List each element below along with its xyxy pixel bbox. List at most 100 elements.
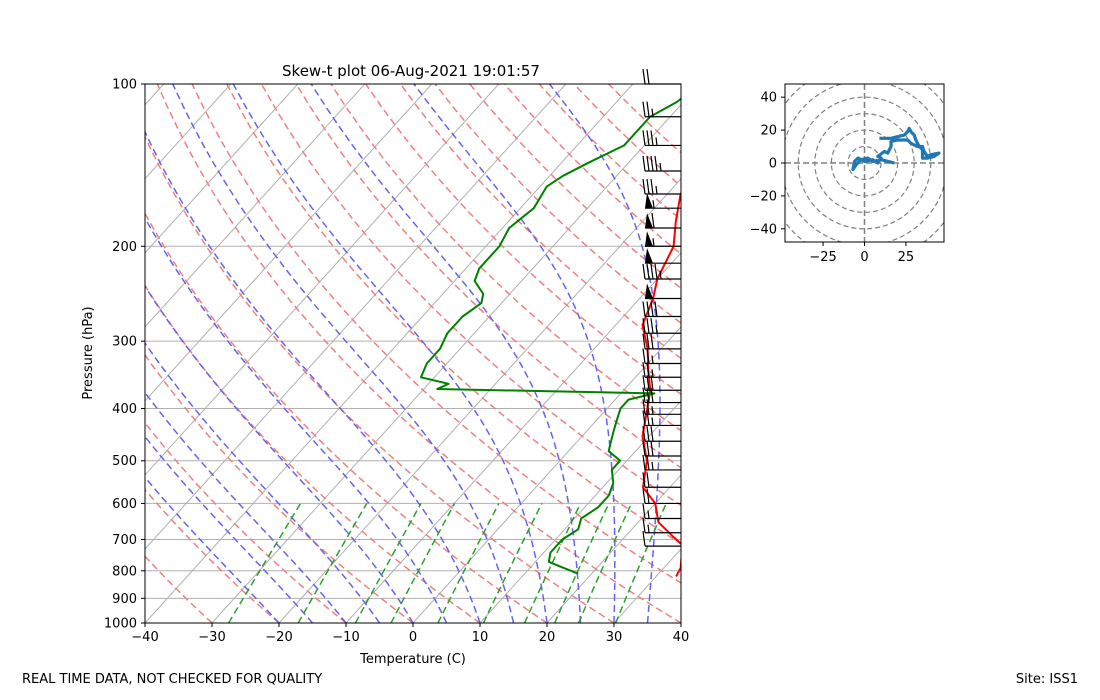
hodo-y-tick-label: 0 bbox=[769, 157, 777, 172]
barb-half bbox=[651, 355, 654, 364]
barb-full bbox=[650, 426, 654, 442]
isotherm-line bbox=[211, 104, 681, 623]
wind-barb bbox=[642, 399, 681, 415]
barb-half bbox=[651, 461, 654, 471]
barb-full bbox=[642, 130, 646, 146]
wind-barb bbox=[642, 178, 681, 195]
mixing-ratio-line bbox=[437, 503, 500, 623]
barb-full bbox=[642, 503, 646, 519]
wind-barbs bbox=[642, 68, 681, 547]
mixing-ratio-line bbox=[554, 503, 610, 623]
isotherm-line bbox=[546, 474, 681, 623]
dry-adiabat bbox=[145, 284, 481, 623]
hodo-x-tick-label: 0 bbox=[860, 250, 868, 265]
moist-adiabat bbox=[145, 341, 381, 623]
barb-full bbox=[642, 301, 646, 317]
mixing-ratio-line bbox=[482, 503, 543, 623]
x-tick-label: −30 bbox=[198, 630, 225, 645]
dry-adiabat bbox=[191, 84, 681, 584]
barb-full bbox=[646, 178, 650, 195]
barb-full bbox=[642, 517, 646, 533]
y-tick-label: 1000 bbox=[104, 617, 137, 632]
barb-full bbox=[642, 454, 646, 471]
wind-barb bbox=[642, 440, 681, 457]
barb-full bbox=[642, 472, 646, 488]
wind-barb bbox=[642, 517, 681, 534]
wind-barb bbox=[642, 503, 681, 520]
wind-barb bbox=[645, 193, 681, 209]
wind-barb bbox=[642, 410, 681, 427]
barb-flag bbox=[645, 248, 653, 264]
isotherm-line bbox=[145, 84, 433, 402]
barb-full bbox=[642, 488, 646, 504]
hodograph-chart: −25 0 25 −40 −20 0 20 40 bbox=[750, 83, 945, 265]
wind-barb bbox=[642, 68, 681, 85]
dry-adiabat bbox=[538, 84, 681, 221]
barb-full bbox=[646, 472, 650, 488]
wind-barb bbox=[645, 212, 681, 229]
barb-full bbox=[650, 301, 654, 317]
x-tick-label: 30 bbox=[606, 630, 623, 645]
barb-full bbox=[654, 155, 658, 172]
barb-full bbox=[646, 426, 650, 442]
x-tick-label: 40 bbox=[673, 630, 690, 645]
moist-adiabat bbox=[145, 476, 280, 623]
isotherm-line bbox=[145, 84, 232, 180]
isotherm-line bbox=[145, 84, 366, 328]
wind-barb bbox=[642, 531, 681, 547]
wind-barb bbox=[642, 387, 681, 404]
dry-adiabat bbox=[295, 84, 681, 469]
wind-barb bbox=[645, 248, 681, 264]
dry-adiabat bbox=[156, 84, 681, 623]
mixing-ratio-line bbox=[227, 503, 302, 623]
barb-full bbox=[642, 333, 646, 349]
barb-half bbox=[652, 200, 655, 209]
barb-full bbox=[646, 130, 650, 146]
isotherm-line bbox=[145, 84, 567, 550]
quality-disclaimer: REAL TIME DATA, NOT CHECKED FOR QUALITY bbox=[22, 672, 323, 687]
barb-full bbox=[646, 454, 650, 471]
barb-full bbox=[646, 488, 650, 504]
y-tick-label: 200 bbox=[112, 240, 137, 255]
barb-full bbox=[642, 410, 646, 426]
dry-adiabat bbox=[330, 84, 681, 432]
hodo-y-tick-label: −20 bbox=[750, 189, 777, 204]
dry-adiabat bbox=[145, 211, 548, 623]
chart-title: Skew-t plot 06-Aug-2021 19:01:57 bbox=[282, 62, 540, 80]
moist-adiabat bbox=[145, 216, 448, 623]
hodograph-trace bbox=[851, 126, 941, 172]
hodo-x-tick-label: −25 bbox=[809, 250, 836, 265]
wind-barb bbox=[642, 130, 681, 147]
barb-full bbox=[642, 362, 646, 378]
wind-barb bbox=[642, 333, 681, 350]
hodo-y-tick-label: 40 bbox=[760, 91, 777, 106]
y-tick-label: 700 bbox=[112, 533, 137, 548]
barb-full bbox=[646, 399, 650, 415]
mixing-ratio-line bbox=[390, 503, 456, 623]
moist-adiabat bbox=[232, 84, 548, 623]
x-tick-label: −20 bbox=[265, 630, 292, 645]
barb-full bbox=[650, 333, 654, 349]
dry-adiabat bbox=[365, 84, 681, 396]
mixing-ratio-line bbox=[577, 503, 633, 623]
barb-full bbox=[646, 333, 650, 349]
x-tick-label: 20 bbox=[539, 630, 556, 645]
dry-adiabat bbox=[145, 555, 213, 623]
barb-full bbox=[642, 101, 646, 117]
barb-full bbox=[650, 130, 654, 146]
barb-full bbox=[642, 263, 646, 280]
x-tick-label: −40 bbox=[131, 630, 158, 645]
barb-full bbox=[654, 301, 658, 317]
dry-adiabat bbox=[145, 134, 615, 623]
dewpoint-profile bbox=[420, 97, 681, 575]
barb-half bbox=[647, 524, 650, 533]
barb-full bbox=[646, 362, 650, 378]
wind-barb bbox=[645, 283, 681, 300]
barb-half bbox=[651, 369, 654, 378]
barb-full bbox=[646, 68, 650, 85]
hodograph-line bbox=[851, 126, 941, 172]
wind-barb bbox=[642, 472, 681, 488]
isotherm-line bbox=[412, 326, 681, 623]
barb-full bbox=[642, 426, 646, 442]
